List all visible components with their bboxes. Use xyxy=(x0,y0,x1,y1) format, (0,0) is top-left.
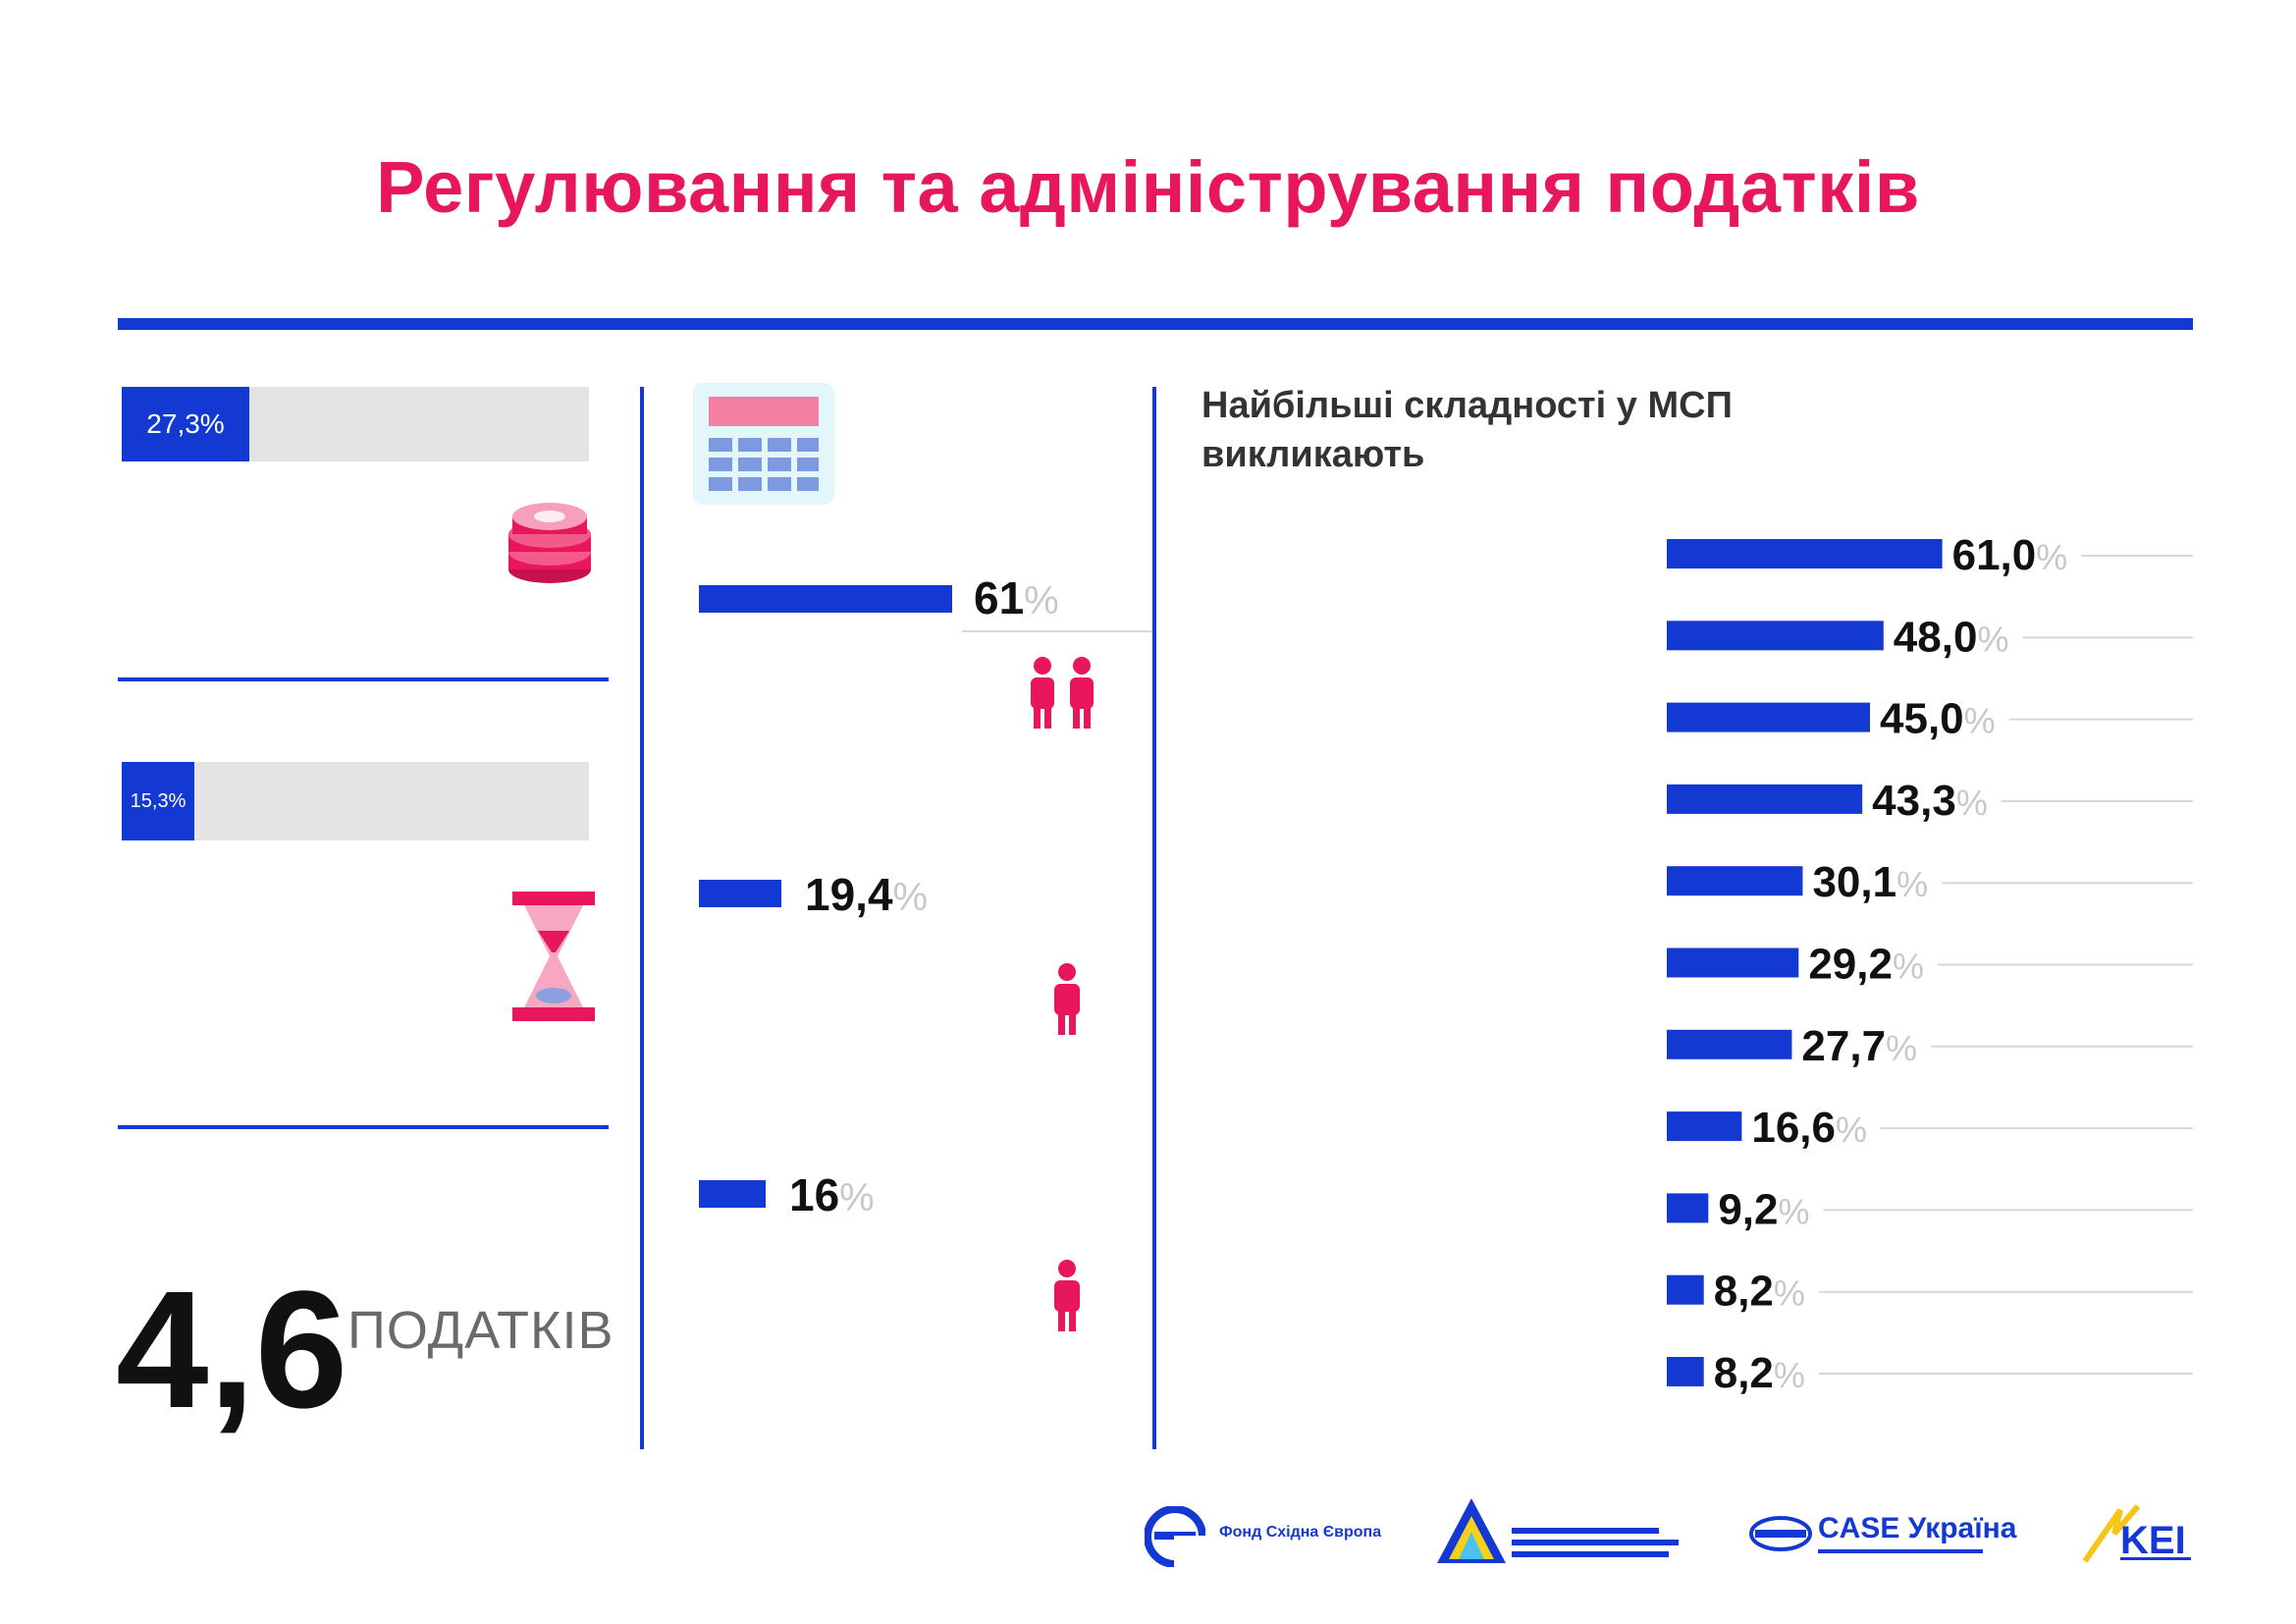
chart-title: Найбільші складності у МСП викликають xyxy=(1201,385,1733,475)
case-logo-icon xyxy=(1749,1516,1812,1551)
fond-east-europe-name: Фонд Східна Європа xyxy=(1219,1524,1382,1541)
tax-count-value: 4,6 xyxy=(116,1257,348,1443)
mid-rule-1 xyxy=(962,630,1152,632)
chart-bar xyxy=(1667,1111,1742,1142)
title-rule xyxy=(118,318,2193,330)
case-ukraine-name: CASE Україна xyxy=(1818,1512,2017,1544)
chart-bar xyxy=(1667,702,1870,732)
coins-icon xyxy=(505,491,595,585)
chart-bar xyxy=(1667,1274,1704,1305)
chart-value-label: 8,2% xyxy=(1714,1349,1805,1394)
two-people-icon xyxy=(1027,656,1099,729)
chart-bar xyxy=(1667,866,1803,896)
chart-bar xyxy=(1667,539,1943,568)
chart-value-label: 43,3% xyxy=(1872,777,1988,825)
mid-value-1: 61% xyxy=(974,572,1059,623)
left-divider-1 xyxy=(118,677,609,681)
chart-value-label: 30,1% xyxy=(1812,858,1928,906)
hourglass-icon xyxy=(512,892,595,1021)
chart-value-label: 16,6% xyxy=(1751,1104,1867,1152)
chart-value-label: 9,2% xyxy=(1718,1185,1809,1233)
mid-bar-3 xyxy=(699,1180,766,1208)
e-logo-icon xyxy=(1144,1505,1206,1568)
stat2-value: 15,3% xyxy=(130,789,187,812)
page-title: Регулювання та адміністрування податків xyxy=(376,146,1920,228)
chart-value-label: 27,7% xyxy=(1801,1022,1917,1070)
chart-bar xyxy=(1667,784,1863,814)
chart-bar xyxy=(1667,1193,1709,1223)
column-divider-left xyxy=(640,387,644,1449)
tax-count-unit: ПОДАТКІВ xyxy=(347,1301,614,1360)
ier-logo-text-block xyxy=(1512,1522,1679,1561)
calculator-icon xyxy=(693,383,834,505)
difficulties-bar-chart: 61,0% 48,0% 45,0% 43,3% 30,1% 29,2% 27,7% 16,6%… xyxy=(1667,531,2193,1394)
chart-value-label: 61,0% xyxy=(1952,531,2068,579)
chart-value-label: 29,2% xyxy=(1808,941,1924,989)
stat1-value: 27,3% xyxy=(146,408,225,439)
person-icon xyxy=(1050,1259,1084,1331)
triangle-logo-icon xyxy=(1435,1496,1508,1565)
stat2-bar-fill xyxy=(122,762,194,840)
mid-bar-2 xyxy=(699,880,781,907)
chart-bar xyxy=(1667,1029,1792,1059)
stat2-bar: 15,3% xyxy=(122,762,589,840)
mid-bar-1 xyxy=(699,585,952,613)
chart-bar xyxy=(1667,947,1799,978)
kei-logo-icon: KEI xyxy=(2081,1500,2199,1565)
stat1-bar: 27,3% xyxy=(122,387,589,461)
mid-value-2: 19,4% xyxy=(805,869,929,920)
case-subtext-line xyxy=(1818,1549,1983,1553)
left-divider-2 xyxy=(118,1125,609,1129)
chart-value-label: 48,0% xyxy=(1894,613,2009,661)
kei-logo-text: KEI xyxy=(2120,1519,2186,1562)
column-divider-right xyxy=(1152,387,1156,1449)
person-icon xyxy=(1050,962,1084,1035)
chart-value-label: 8,2% xyxy=(1714,1268,1805,1316)
mid-value-3: 16% xyxy=(789,1169,875,1220)
chart-bar xyxy=(1667,1357,1704,1386)
chart-bar xyxy=(1667,621,1884,651)
stat1-bar-fill xyxy=(122,387,249,461)
chart-value-label: 45,0% xyxy=(1880,695,1996,743)
